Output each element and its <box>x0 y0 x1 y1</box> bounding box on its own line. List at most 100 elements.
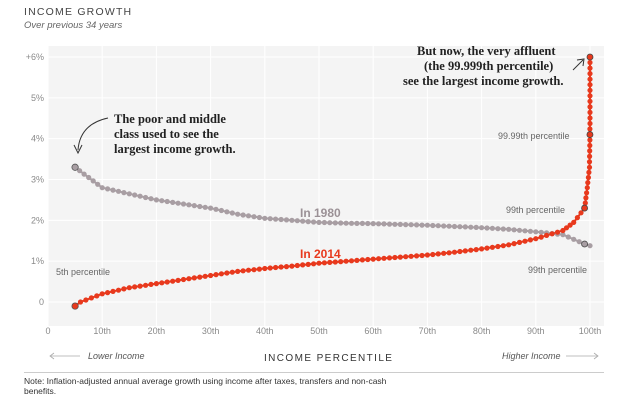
data-point <box>251 267 257 273</box>
data-point <box>327 259 333 265</box>
data-point <box>584 190 590 196</box>
data-point <box>586 159 593 165</box>
data-point <box>522 228 528 234</box>
data-point <box>235 268 241 274</box>
data-point <box>584 185 590 191</box>
x-tick-label: 10th <box>93 326 111 336</box>
data-point <box>585 180 591 186</box>
x-tick-label: 90th <box>527 326 545 336</box>
data-point <box>143 194 149 201</box>
percentile-marker-1980 <box>581 240 588 248</box>
data-point <box>576 239 582 245</box>
data-point <box>105 186 111 192</box>
poor-annotation-line-2: class used to see the <box>114 127 219 141</box>
data-point <box>538 234 544 240</box>
data-point <box>316 260 322 266</box>
plot-background <box>48 46 604 326</box>
data-point <box>583 195 589 201</box>
data-point <box>99 185 105 191</box>
data-point <box>218 271 224 277</box>
data-point <box>289 217 295 223</box>
data-point <box>289 263 295 269</box>
x-tick-label: 30th <box>202 326 220 336</box>
data-point <box>126 191 132 197</box>
data-point <box>202 273 208 279</box>
data-point <box>110 288 116 294</box>
affluent-annotation-line-1: But now, the very affluent <box>417 44 556 58</box>
y-tick-label: 3% <box>31 175 44 185</box>
data-point <box>587 137 593 143</box>
data-point <box>441 223 447 229</box>
data-point <box>376 221 382 227</box>
data-point <box>554 229 561 235</box>
data-point <box>435 251 441 257</box>
data-point <box>126 285 132 291</box>
data-point <box>511 227 517 233</box>
data-point <box>311 261 317 267</box>
data-point <box>245 213 252 219</box>
x-tick-label: 80th <box>473 326 491 336</box>
data-point <box>587 82 593 88</box>
data-point <box>83 297 89 303</box>
data-point <box>132 192 138 198</box>
data-point <box>587 243 593 249</box>
data-point <box>533 236 539 242</box>
data-point <box>567 222 573 228</box>
data-point <box>208 272 214 279</box>
data-point <box>419 252 425 259</box>
data-point <box>462 224 468 230</box>
data-point <box>273 216 279 222</box>
data-point <box>159 198 165 204</box>
data-point <box>386 221 393 227</box>
x-tick-label: 100th <box>579 326 602 336</box>
data-point <box>587 115 593 121</box>
x-tick-label: 40th <box>256 326 274 336</box>
data-point <box>180 201 187 207</box>
series-label-1980: In 1980 <box>300 206 341 220</box>
data-point <box>587 87 593 93</box>
data-point <box>414 253 420 259</box>
data-point <box>457 224 463 230</box>
label-99-99th-percentile: 99.99th percentile <box>498 131 570 141</box>
data-point <box>571 236 577 242</box>
data-point <box>90 178 96 184</box>
data-point <box>370 221 376 227</box>
data-point <box>229 269 235 275</box>
data-point <box>585 174 592 181</box>
data-point <box>311 219 317 225</box>
data-point <box>397 221 403 227</box>
data-point <box>587 153 593 159</box>
data-point <box>94 293 100 299</box>
y-tick-label: 4% <box>31 134 44 144</box>
data-point <box>403 222 409 228</box>
data-point <box>132 284 138 290</box>
data-point <box>153 197 159 203</box>
data-point <box>77 299 84 305</box>
data-point <box>343 220 349 226</box>
higher-income-label: Higher Income <box>502 351 561 361</box>
data-point <box>403 254 409 260</box>
data-point <box>500 226 506 232</box>
data-point <box>348 258 355 264</box>
label-99th-percentile-1980: 99th percentile <box>528 265 587 275</box>
data-point <box>338 220 344 226</box>
data-point <box>419 222 425 228</box>
data-point <box>408 222 414 228</box>
data-point <box>137 193 143 199</box>
data-point <box>235 211 241 217</box>
data-point <box>294 262 300 269</box>
data-point <box>549 231 555 237</box>
data-point <box>365 220 371 227</box>
data-point <box>587 65 593 71</box>
data-point <box>327 220 333 226</box>
data-point <box>245 267 252 273</box>
data-point <box>359 257 365 263</box>
higher-income-arrowhead <box>593 352 599 360</box>
data-point <box>153 281 159 287</box>
data-point <box>229 210 235 216</box>
data-point <box>180 276 187 283</box>
chart-title: INCOME GROWTH <box>24 6 133 18</box>
data-point <box>451 223 458 230</box>
percentile-marker <box>581 204 588 212</box>
poor-annotation-arrow <box>77 117 109 151</box>
